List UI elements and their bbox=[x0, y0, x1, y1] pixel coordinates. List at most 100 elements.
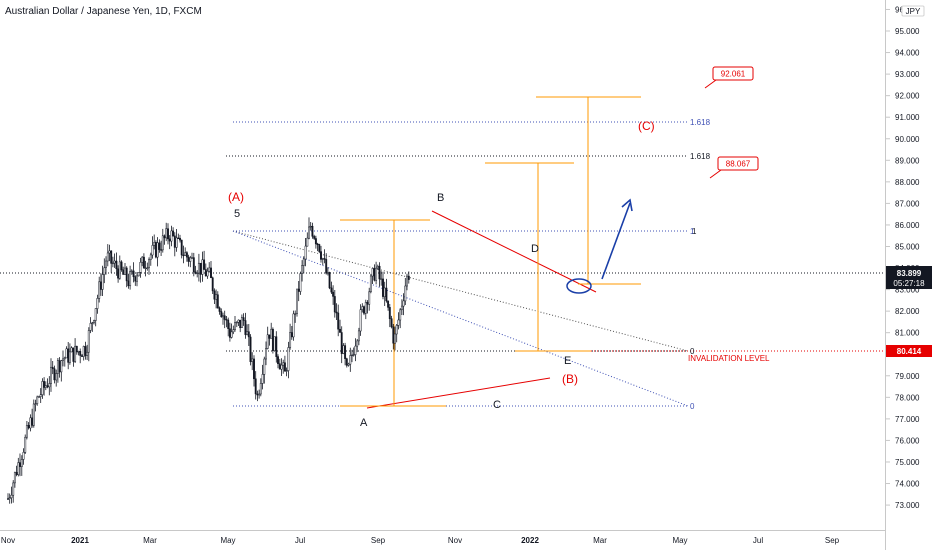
y-tick-label: 83.000 bbox=[895, 286, 920, 295]
wave-label-A-paren: (A) bbox=[228, 190, 244, 204]
candle-body bbox=[342, 345, 345, 354]
candle-body bbox=[261, 374, 264, 384]
candle-body bbox=[41, 381, 44, 395]
bullish-arrow bbox=[601, 198, 633, 280]
y-tick-label: 75.000 bbox=[895, 458, 920, 467]
candle-body bbox=[68, 351, 71, 363]
candle-body bbox=[160, 249, 163, 251]
triangle-upper-red-line bbox=[431, 210, 597, 293]
candle-body bbox=[256, 393, 259, 396]
svg-text:JPY: JPY bbox=[906, 7, 921, 16]
candle-body bbox=[253, 358, 255, 380]
candle-body bbox=[94, 308, 97, 321]
triangle-lower-red-line bbox=[366, 377, 551, 409]
candle-body bbox=[383, 287, 386, 297]
x-tick-label: Sep bbox=[371, 536, 386, 545]
candle-body bbox=[105, 260, 107, 268]
candle-body bbox=[268, 334, 271, 339]
candle-body bbox=[70, 347, 73, 353]
candle-body bbox=[277, 356, 279, 364]
candle-body bbox=[203, 259, 206, 270]
candle-body bbox=[51, 366, 54, 369]
candle-body bbox=[189, 257, 192, 262]
x-tick-label: Jul bbox=[753, 536, 763, 545]
candle-body bbox=[211, 277, 214, 292]
candle-body bbox=[20, 459, 23, 467]
fib-label-0-a: 0 bbox=[690, 347, 695, 356]
candle-body bbox=[117, 268, 120, 279]
candle-body bbox=[172, 230, 175, 237]
y-tick-label: 92.000 bbox=[895, 92, 920, 101]
candle-body bbox=[392, 326, 395, 344]
current-price-tag: 83.899 05:27:18 bbox=[886, 266, 932, 289]
candle-body bbox=[79, 351, 82, 356]
candle-body bbox=[8, 497, 11, 500]
candle-body bbox=[201, 259, 204, 275]
y-tick-label: 89.000 bbox=[895, 156, 920, 165]
candle-body bbox=[242, 317, 245, 321]
candle-body bbox=[185, 252, 188, 258]
candle-body bbox=[232, 329, 235, 333]
y-tick-label: 76.000 bbox=[895, 436, 920, 445]
candle-body bbox=[213, 290, 216, 300]
wave-label-C-paren: (C) bbox=[638, 119, 655, 133]
candle-body bbox=[177, 237, 180, 239]
candle-body bbox=[158, 242, 161, 250]
candle-body bbox=[208, 267, 211, 272]
candle-body bbox=[404, 285, 407, 302]
candle-body bbox=[144, 267, 147, 270]
candle-body bbox=[321, 258, 324, 260]
candle-body bbox=[25, 425, 28, 438]
candle-body bbox=[101, 274, 104, 290]
candle-body bbox=[168, 238, 171, 242]
candle-body bbox=[349, 355, 352, 365]
svg-text:83.899: 83.899 bbox=[897, 269, 922, 278]
invalidation-label: INVALIDATION LEVEL bbox=[688, 354, 770, 363]
candle-body bbox=[239, 319, 242, 329]
candle-body bbox=[132, 270, 135, 278]
candle-body bbox=[65, 348, 68, 359]
candle-body bbox=[323, 258, 326, 260]
y-tick-label: 91.000 bbox=[895, 113, 920, 122]
candle-body bbox=[328, 272, 331, 289]
candle-body bbox=[67, 348, 70, 363]
y-axis-ticks: 73.000 74.000 75.000 76.000 77.000 78.000 79.0… bbox=[886, 5, 920, 510]
candle-body bbox=[130, 270, 133, 272]
candle-body bbox=[206, 270, 209, 277]
candle-body bbox=[31, 417, 34, 426]
x-tick-label: May bbox=[672, 536, 687, 545]
candle-body bbox=[111, 262, 114, 265]
candle-body bbox=[330, 287, 333, 293]
candle-body bbox=[53, 368, 56, 381]
candle-body bbox=[292, 313, 295, 338]
candle-body bbox=[230, 331, 233, 338]
chart-title: Australian Dollar / Japanese Yen, 1D, FX… bbox=[5, 6, 202, 17]
candle-body bbox=[313, 236, 316, 239]
target-badge-top: 92.061 bbox=[704, 66, 754, 89]
candle-body bbox=[271, 328, 274, 351]
candle-body bbox=[251, 358, 254, 362]
candle-body bbox=[375, 267, 378, 281]
y-tick-label: 82.000 bbox=[895, 307, 920, 316]
candle-body bbox=[266, 334, 269, 349]
candle-body bbox=[13, 472, 16, 484]
candle-body bbox=[118, 261, 121, 279]
candle-body bbox=[368, 291, 371, 305]
x-tick-label: Jul bbox=[295, 536, 305, 545]
candle-body bbox=[10, 494, 13, 499]
candle-body bbox=[139, 262, 142, 273]
x-axis-ticks: Nov 2021 Mar May Jul Sep Nov 2022 Mar May Jul Sep bbox=[1, 536, 840, 545]
candle-body bbox=[99, 281, 102, 290]
candle-body bbox=[216, 294, 219, 309]
candle-body bbox=[17, 462, 20, 475]
candle-body bbox=[237, 319, 240, 323]
candle-body bbox=[93, 320, 95, 323]
candle-body bbox=[125, 267, 128, 282]
candle-body bbox=[154, 242, 157, 258]
candle-body bbox=[407, 275, 410, 280]
candle-body bbox=[387, 300, 390, 308]
wave-label-B: B bbox=[437, 192, 444, 204]
candle-body bbox=[357, 330, 360, 342]
candle-body bbox=[364, 302, 367, 314]
